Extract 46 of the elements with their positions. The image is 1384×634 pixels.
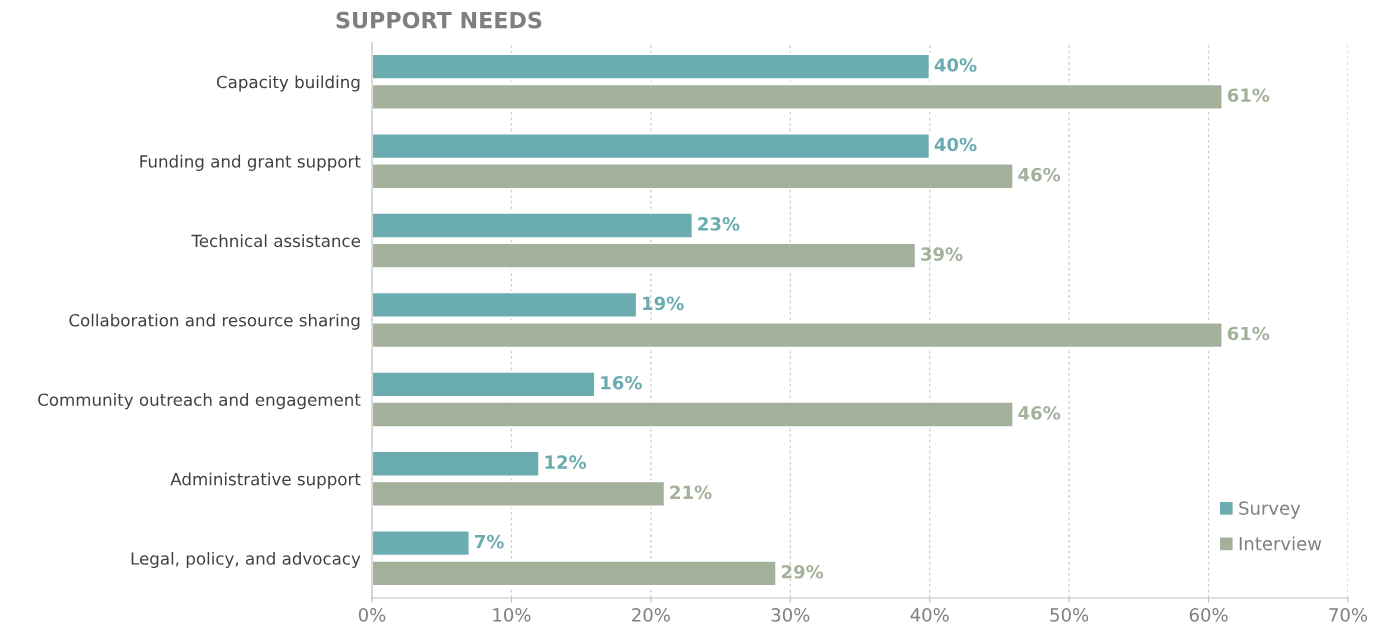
chart-title: SUPPORT NEEDS (336, 11, 542, 29)
bar (372, 132, 931, 160)
data-label: 7% (474, 534, 504, 549)
bar (372, 241, 917, 270)
bar (372, 291, 638, 319)
bar (372, 559, 778, 588)
data-label: 40% (934, 137, 977, 152)
x-tick-label: 0% (358, 608, 386, 622)
legend-label: Survey (1239, 501, 1301, 519)
y-tick-label: Community outreach and engagement (38, 393, 361, 410)
x-tick-label: 10% (493, 608, 531, 622)
x-tick-label: 60% (1189, 608, 1228, 622)
y-tick-label: Capacity building (216, 75, 360, 92)
bar (372, 400, 1015, 429)
y-tick-label: Funding and grant support (140, 154, 361, 171)
y-tick-label: Technical assistance (191, 234, 361, 248)
y-tick-label: Collaboration and resource sharing (69, 313, 360, 330)
data-label: 29% (781, 564, 824, 579)
data-label: 19% (643, 296, 684, 311)
data-label: 61% (1227, 326, 1270, 341)
data-label: 40% (934, 58, 977, 72)
x-tick-label: 70% (1329, 608, 1368, 622)
y-tick-label: Legal, policy, and advocacy (131, 551, 361, 569)
data-label: 61% (1227, 88, 1270, 103)
data-label: 21% (670, 485, 712, 500)
bar (372, 529, 471, 557)
data-label: 46% (1018, 167, 1061, 182)
x-tick-label: 40% (910, 608, 949, 622)
data-label: 39% (921, 247, 963, 261)
bar (372, 321, 1224, 349)
data-label: 46% (1018, 406, 1061, 420)
legend-label: Interview (1239, 536, 1322, 551)
data-label: 23% (698, 217, 740, 231)
data-label: 12% (545, 455, 587, 469)
bar (372, 162, 1015, 190)
bar (372, 450, 541, 478)
x-tick-label: 20% (632, 608, 670, 622)
bar (372, 52, 931, 81)
x-tick-label: 50% (1050, 608, 1089, 622)
bar (372, 211, 694, 240)
bar (372, 480, 666, 508)
bar (372, 83, 1224, 111)
x-tick-label: 30% (771, 608, 810, 622)
data-label: 16% (601, 375, 642, 390)
y-tick-label: Administrative support (170, 472, 361, 489)
bar (372, 370, 597, 399)
